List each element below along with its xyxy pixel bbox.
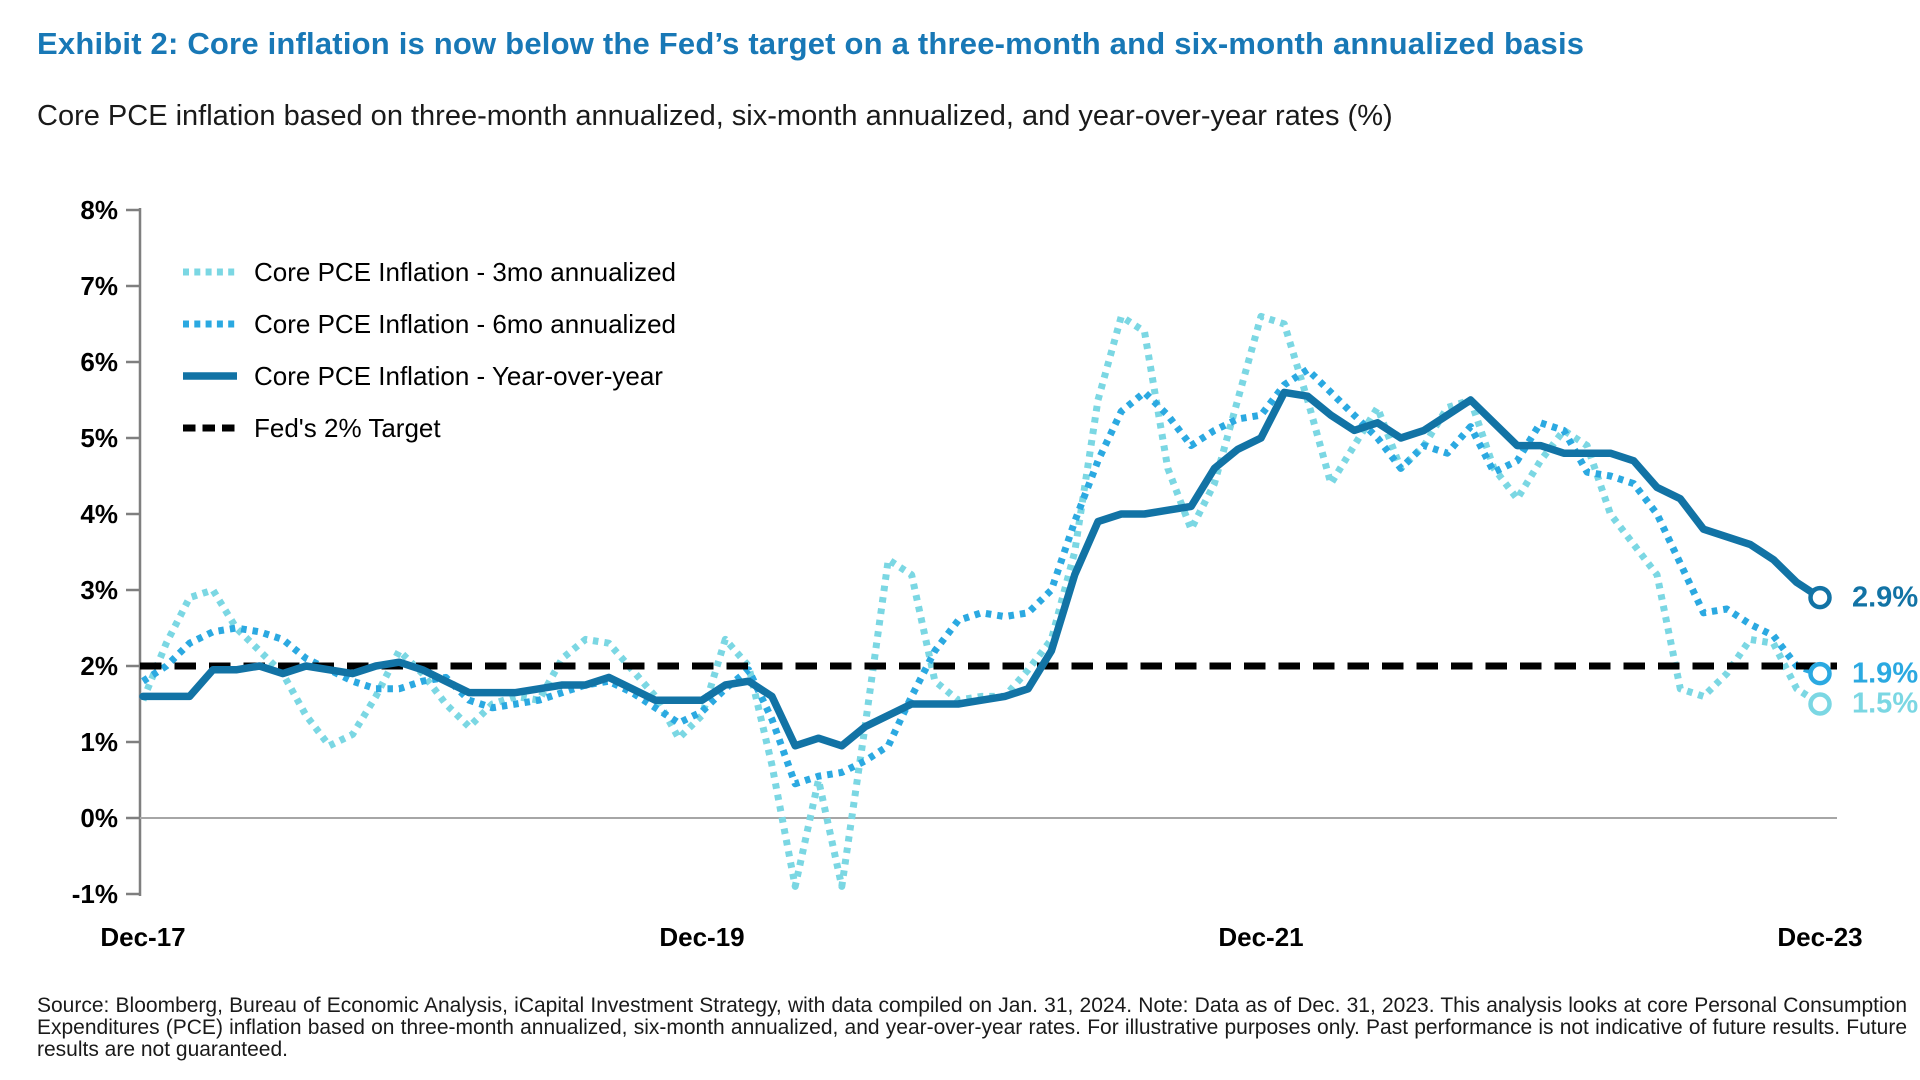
x-tick-label: Dec-23: [1777, 922, 1862, 952]
source-note: Source: Bloomberg, Bureau of Economic An…: [37, 994, 1907, 1061]
series-line-6mo: [141, 366, 1822, 788]
y-tick-label: 2%: [80, 651, 118, 681]
y-tick-label: 8%: [80, 195, 118, 225]
y-tick-label: 6%: [80, 347, 118, 377]
y-tick-label: 7%: [80, 271, 118, 301]
x-tick-label: Dec-21: [1218, 922, 1303, 952]
y-tick-label: 0%: [80, 803, 118, 833]
legend-row-yoy: Core PCE Inflation - Year-over-year: [181, 356, 676, 396]
legend-label-6mo: Core PCE Inflation - 6mo annualized: [254, 308, 677, 339]
end-marker-3mo: [1808, 692, 1832, 716]
end-value-label-3mo: 1.5%: [1852, 687, 1919, 720]
plot-area: [139, 312, 1837, 890]
y-tick-label: -1%: [72, 879, 118, 909]
y-tick-label: 4%: [80, 499, 118, 529]
page-title: Exhibit 2: Core inflation is now below t…: [37, 26, 1585, 61]
y-tick-label: 1%: [80, 727, 118, 757]
solid-line-swatch-yoy: [183, 372, 237, 380]
legend: Core PCE Inflation - 3mo annualized Core…: [181, 252, 676, 460]
y-axis-ticks: [126, 208, 140, 896]
end-marker-yoy: [1808, 585, 1832, 610]
y-axis-labels: 8% 7% 6% 5% 4% 3% 2% 1% 0% -1%: [72, 195, 118, 909]
legend-label-target: Fed's 2% Target: [254, 412, 441, 443]
legend-row-target: Fed's 2% Target: [181, 408, 676, 448]
legend-row-3mo: Core PCE Inflation - 3mo annualized: [181, 252, 676, 292]
legend-label-3mo: Core PCE Inflation - 3mo annualized: [254, 256, 677, 287]
x-axis-labels: Dec-17 Dec-19 Dec-21 Dec-23: [100, 922, 1862, 952]
x-tick-label: Dec-17: [100, 922, 185, 952]
y-tick-label: 5%: [80, 423, 118, 453]
end-marker-6mo: [1808, 661, 1832, 686]
chart-subtitle: Core PCE inflation based on three-month …: [37, 100, 1393, 132]
legend-row-6mo: Core PCE Inflation - 6mo annualized: [181, 304, 676, 344]
end-value-label-6mo: 1.9%: [1852, 657, 1919, 690]
x-tick-label: Dec-19: [659, 922, 744, 952]
legend-label-yoy: Core PCE Inflation - Year-over-year: [254, 360, 663, 391]
series-line-yoy: [139, 388, 1824, 750]
dotted-line-swatch-6mo: [183, 320, 237, 328]
dotted-line-swatch-3mo: [183, 268, 237, 276]
end-value-label-yoy: 2.9%: [1852, 581, 1919, 614]
dashed-line-swatch-target: [183, 424, 237, 432]
y-tick-label: 3%: [80, 575, 118, 605]
